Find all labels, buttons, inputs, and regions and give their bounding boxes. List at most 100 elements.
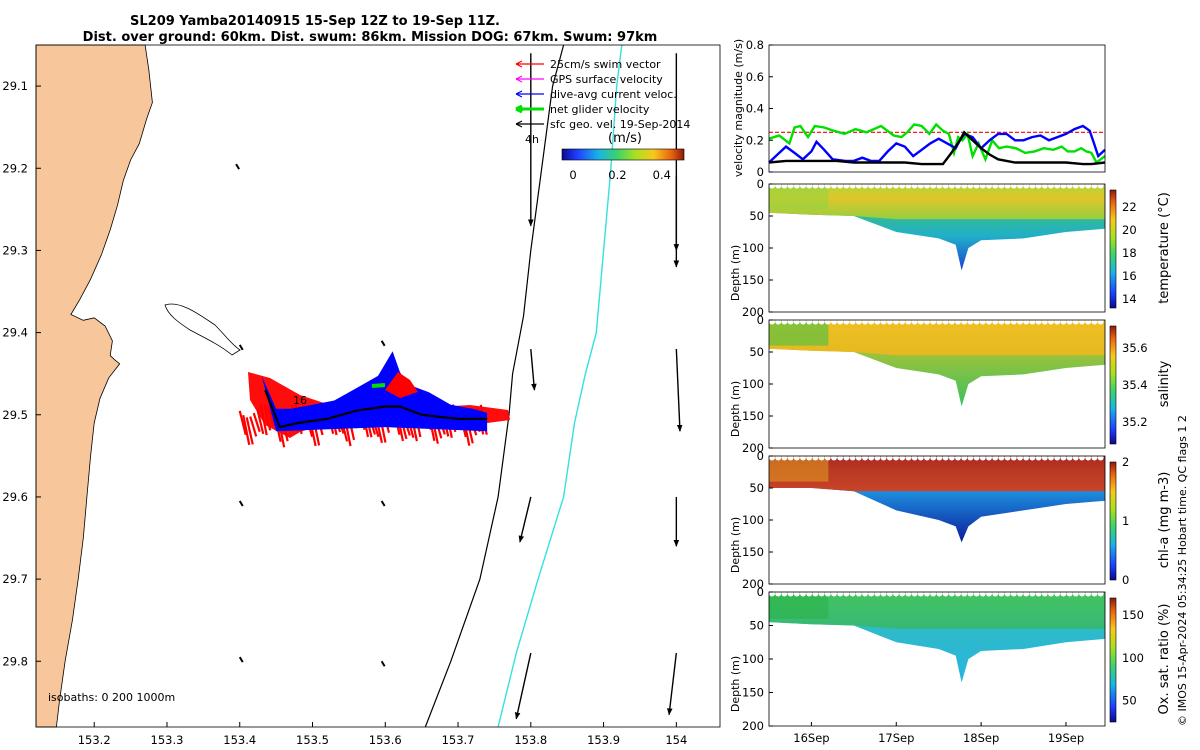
section-top-edge	[930, 318, 937, 325]
section-top-edge	[818, 182, 825, 189]
section-top-edge	[967, 454, 974, 461]
section-top-edge	[1010, 454, 1017, 461]
x-tick-label: 153.6	[369, 733, 402, 747]
section-colorbar-label: temperature (°C)	[1157, 192, 1172, 304]
section-top-edge	[800, 182, 806, 189]
section-top-edge	[1041, 182, 1048, 189]
section-top-edge	[1023, 590, 1030, 597]
section-top-edge	[868, 318, 875, 325]
section-top-edge	[781, 318, 788, 325]
x-tick-label: 153.9	[587, 733, 620, 747]
section-ylabel: Depth (m)	[729, 517, 742, 573]
section-top-edge	[1029, 318, 1036, 325]
section-top-edge	[1085, 318, 1092, 325]
colorbar-tick: 0	[569, 168, 576, 182]
section-colorbar	[1109, 461, 1117, 581]
colorbar	[561, 148, 685, 161]
section-top-edge	[831, 182, 837, 189]
y-tick-label: 29.8	[2, 654, 28, 668]
section-top-edge	[1085, 454, 1092, 461]
section-colorbar-label: chl-a (mg m-3)	[1157, 472, 1172, 569]
section-top-edge	[769, 318, 775, 325]
section-top-edge	[911, 182, 918, 189]
section-top-edge	[793, 590, 800, 597]
y-tick-label: 200	[742, 577, 764, 591]
section-top-edge	[769, 182, 775, 189]
section-top-edge	[979, 454, 986, 461]
section-top-edge	[1041, 454, 1048, 461]
section-top-edge	[874, 590, 881, 597]
section-top-edge	[1035, 318, 1042, 325]
section-top-edge	[1004, 590, 1011, 597]
time-axis: 16Sep 17Sep 18Sep 19Sep	[793, 722, 1084, 745]
section-top-edge	[862, 590, 868, 597]
section-top-edge	[1066, 454, 1073, 461]
title-line2: Dist. over ground: 60km. Dist. swum: 86k…	[83, 30, 658, 45]
y-tick-label: 29.5	[2, 408, 28, 422]
section-top-edge	[1091, 318, 1098, 325]
section-top-edge	[831, 590, 837, 597]
current-vector-small	[238, 500, 244, 507]
section-top-edge	[967, 182, 974, 189]
isobath-label: isobaths: 0 200 1000m	[48, 691, 175, 704]
section-top-edge	[1035, 182, 1042, 189]
section-top-edge	[961, 318, 968, 325]
legend-arrowhead	[515, 120, 523, 128]
section-top-edge	[1085, 590, 1092, 597]
section-top-edge	[905, 454, 912, 461]
section-top-edge	[781, 590, 788, 597]
section-top-edge	[843, 318, 850, 325]
section-top-edge	[961, 454, 968, 461]
annotation-4h: 4h	[525, 133, 539, 146]
y-tick-label: 0.8	[746, 38, 764, 52]
x-tick-label: 153.7	[442, 733, 475, 747]
section-top-edge	[1048, 590, 1054, 597]
section-top-edge	[1035, 454, 1042, 461]
section-top-edge	[893, 182, 899, 189]
section-top-edge	[831, 318, 837, 325]
legend-label: net glider velocity	[550, 103, 650, 116]
section-top-edge	[942, 454, 949, 461]
section-top-edge	[862, 318, 868, 325]
section-top-edge	[967, 318, 974, 325]
section-top-edge	[1079, 182, 1085, 189]
y-tick-label: 100	[742, 652, 764, 666]
section-top-edge	[924, 318, 930, 325]
section-top-edge	[843, 590, 850, 597]
legend-arrowhead	[515, 75, 523, 83]
y-tick-label: 150	[742, 545, 764, 559]
section-top-edge	[1060, 590, 1067, 597]
current-vector-small	[380, 500, 386, 507]
swim-vector	[238, 410, 247, 436]
section-top-edge	[942, 318, 949, 325]
section-top-edge	[1097, 182, 1104, 189]
section-top-edge	[955, 318, 961, 325]
section-top-edge	[973, 182, 980, 189]
section-top-edge	[1048, 318, 1054, 325]
section-top-edge	[1017, 182, 1023, 189]
section-top-edge	[800, 454, 806, 461]
section-top-edge	[986, 182, 992, 189]
y-tick-label: 0	[757, 585, 764, 599]
section-top-edge	[862, 454, 868, 461]
section-top-edge	[1079, 590, 1085, 597]
section-colorbar-label: Ox. sat. ratio (%)	[1157, 604, 1172, 715]
section-top-edge	[1010, 590, 1017, 597]
section-colorbar-label: salinity	[1157, 360, 1172, 407]
section-upper-layer	[769, 592, 1105, 629]
current-swath	[261, 351, 488, 432]
section-top-edge	[948, 590, 955, 597]
y-tick-label: 0.4	[746, 102, 764, 116]
y-tick-label: 150	[742, 686, 764, 700]
section-top-edge	[930, 182, 937, 189]
net-velocity-marker	[371, 383, 386, 388]
map-y-axis: 29.1 29.2 29.3 29.4 29.5 29.6 29.7 29.8	[2, 79, 41, 668]
section-top-edge	[1079, 318, 1085, 325]
section-top-edge	[961, 182, 968, 189]
map-content	[35, 44, 683, 728]
section-top-edge	[1091, 590, 1098, 597]
isobath-1000m	[497, 44, 623, 728]
section-top-edge	[775, 454, 782, 461]
swim-vector	[245, 417, 254, 445]
section-top-edge	[1035, 590, 1042, 597]
